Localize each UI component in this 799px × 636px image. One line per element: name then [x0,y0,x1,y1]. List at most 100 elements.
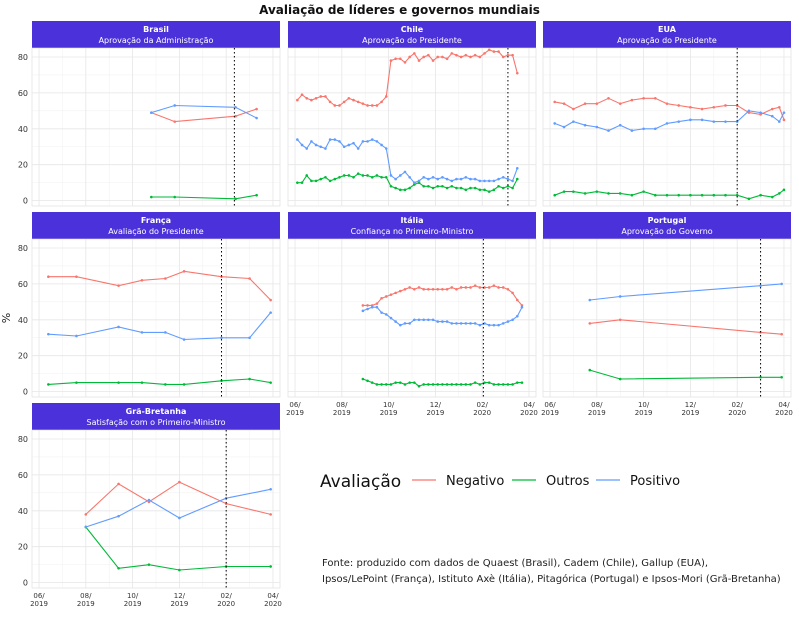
data-point [478,55,482,59]
data-point [269,298,272,302]
data-point [380,175,383,179]
panel-chile: Chile Aprovação do Presidente [287,21,537,207]
x-tick-label: 10/ [127,592,139,600]
x-tick-label: 04/ [778,401,790,409]
data-point [630,98,634,102]
data-point [384,175,388,179]
data-point [84,513,88,516]
data-point [173,104,177,107]
data-point [431,383,435,386]
series-line-positivo [151,104,257,119]
data-point [562,102,566,105]
data-point [506,177,510,181]
data-point [487,323,491,327]
data-point [712,193,716,197]
data-point [399,57,402,61]
data-point [506,383,510,386]
data-point [445,320,449,323]
data-point [248,277,251,280]
legend: Avaliação Negativo Outros Positivo [320,472,680,492]
x-tick-label: 2020 [473,409,491,417]
data-point [464,383,468,386]
panel-eua: EUA Aprovação do Presidente [542,21,792,207]
data-point [296,138,299,141]
data-point [618,102,622,105]
data-point [399,174,402,177]
data-point [375,104,379,107]
data-point [464,188,468,192]
data-point [455,287,458,291]
x-tick-label: 12/ [685,401,697,409]
data-point [689,118,692,122]
data-point [459,177,463,181]
data-point [352,175,355,179]
data-point [370,175,374,179]
panel-country: França [141,216,171,225]
data-point [595,190,599,193]
data-point [780,282,783,286]
data-point [370,305,374,309]
data-point [501,383,505,386]
data-point [417,286,421,289]
x-tick-label: 06/ [289,401,301,409]
data-point [436,383,440,386]
data-point [403,322,407,325]
series-line-negativo [589,319,782,335]
data-point [689,193,692,197]
data-point [487,179,491,183]
panel-gr--bretanha: Grã-Bretanha Satisfação com o Primeiro-Mi… [18,403,282,608]
panel-header [288,212,536,239]
data-point [492,188,496,192]
data-point [333,138,337,141]
series-line-negativo [85,481,271,515]
series-line-positivo [589,283,782,301]
data-point [422,383,425,386]
data-point [140,278,144,282]
data-point [394,186,397,190]
y-tick-label: 40 [18,316,28,325]
data-point [389,59,393,62]
data-point [770,107,774,111]
data-point [511,179,514,183]
data-point [455,383,458,386]
y-tick-label: 20 [18,543,28,552]
data-point [234,197,237,201]
panels: Brasil Aprovação da Administração 0 20 40 60 8… [18,21,793,608]
data-point [445,383,449,386]
data-point [759,284,762,287]
data-point [770,114,774,118]
data-point [413,287,416,291]
data-point [224,502,228,505]
data-point [782,118,786,122]
data-point [572,120,575,123]
data-point [117,514,120,518]
data-point [478,286,482,289]
data-point [342,100,346,104]
data-point [417,384,421,388]
data-point [553,193,556,197]
data-point [497,286,500,289]
data-point [389,184,393,188]
data-point [269,487,272,491]
panel-subtitle: Aprovação do Presidente [362,36,462,45]
data-point [553,122,556,125]
data-point [515,166,519,170]
data-point [422,184,425,188]
y-tick-label: 0 [23,579,28,588]
legend-label-outros: Outros [546,474,590,489]
data-point [413,381,416,384]
data-point [417,179,421,183]
data-point [459,322,463,325]
data-point [478,383,482,386]
data-point [427,177,430,181]
x-tick-label: 02/ [477,401,489,409]
data-point [436,177,440,181]
data-point [431,175,435,179]
data-point [665,122,669,125]
data-point [47,383,50,386]
data-point [255,116,258,120]
data-point [778,192,781,195]
data-point [389,316,393,320]
data-point [441,383,444,386]
